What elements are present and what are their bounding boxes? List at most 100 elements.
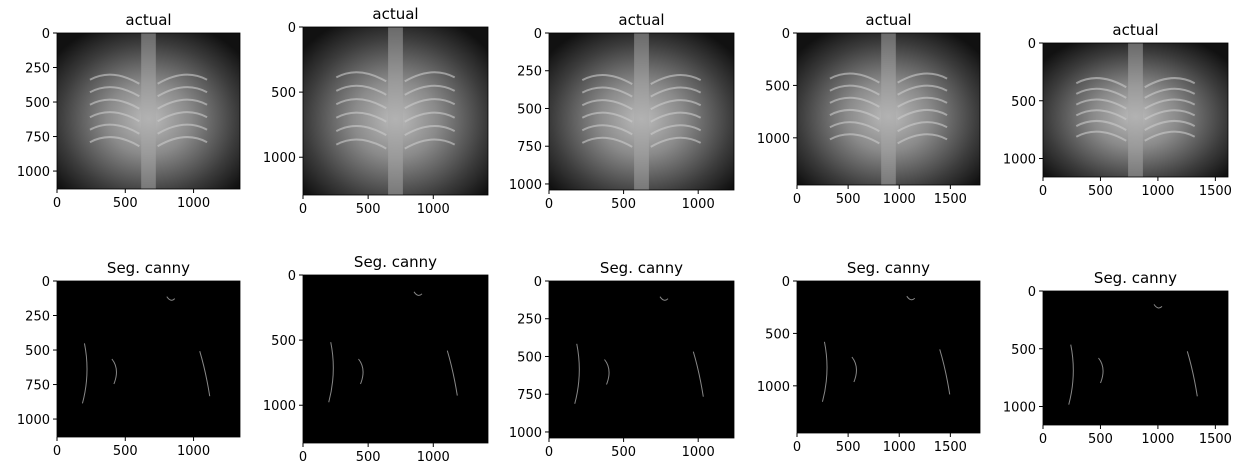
y-tick-label: 1000	[757, 380, 790, 395]
y-tick-label: 1000	[509, 426, 542, 441]
axes-frame	[796, 280, 981, 434]
subplot: actual 0 500 1000 1500 0 500 1000	[1003, 21, 1232, 199]
subplot-title: actual	[1112, 21, 1158, 39]
x-tick-label: 0	[53, 196, 61, 211]
edge-image	[303, 275, 488, 443]
x-tick-label: 1500	[1199, 432, 1232, 447]
spine	[141, 33, 156, 189]
y-tick-label: 0	[1028, 285, 1036, 300]
axes-frame	[548, 32, 735, 191]
y-tick-label: 1000	[17, 165, 50, 180]
x-tick-label: 0	[1039, 184, 1047, 199]
y-tick-label: 1000	[263, 151, 296, 166]
x-tick-label: 500	[836, 440, 861, 455]
rib	[335, 125, 456, 137]
y-tick-label: 1000	[1003, 153, 1036, 168]
edges	[81, 296, 211, 404]
y-tick-label: 750	[517, 140, 542, 155]
axes-frame	[1042, 290, 1229, 426]
subplot-title: actual	[125, 11, 171, 29]
edge-image	[549, 281, 734, 438]
x-tick-label: 500	[356, 202, 381, 217]
rib	[335, 84, 456, 96]
rib	[89, 123, 208, 135]
rib	[829, 72, 948, 84]
x-tick-label: 1500	[934, 192, 967, 207]
rib	[89, 73, 208, 85]
y-tick-label: 500	[765, 79, 790, 94]
subplot-title: actual	[372, 5, 418, 23]
rib	[581, 136, 702, 148]
y-tick-label: 1000	[1003, 401, 1036, 416]
x-tick-label: 1000	[177, 196, 210, 211]
y-tick-label: 500	[25, 344, 50, 359]
x-tick-label: 0	[793, 192, 801, 207]
rib	[89, 98, 208, 110]
subplot: Seg. canny 0 500 1000 0 500 1000	[263, 253, 489, 465]
rib	[89, 86, 208, 98]
rib	[581, 124, 702, 136]
rib	[581, 99, 702, 111]
subplot-title: Seg. canny	[107, 259, 190, 277]
y-tick-label: 0	[42, 275, 50, 290]
axes-frame	[302, 26, 489, 196]
x-tick-label: 500	[113, 196, 138, 211]
x-tick-label: 0	[299, 202, 307, 217]
edge-image	[797, 281, 980, 433]
y-tick-label: 0	[1028, 37, 1036, 52]
y-tick-label: 0	[534, 27, 542, 42]
edges	[821, 295, 951, 402]
y-tick-label: 750	[25, 379, 50, 394]
edge-image	[57, 281, 240, 437]
y-tick-label: 1000	[263, 399, 296, 414]
y-tick-label: 500	[1011, 343, 1036, 358]
rib	[829, 133, 948, 145]
x-tick-label: 500	[836, 192, 861, 207]
subplot-title: Seg. canny	[847, 259, 930, 277]
x-tick-label: 0	[299, 450, 307, 465]
x-tick-label: 1000	[883, 192, 916, 207]
y-tick-label: 750	[517, 388, 542, 403]
y-tick-label: 0	[782, 27, 790, 42]
axes-frame	[796, 32, 981, 186]
edge-image	[1043, 291, 1228, 425]
spine	[388, 27, 403, 195]
rib	[335, 138, 456, 150]
y-tick-label: 500	[517, 102, 542, 117]
y-tick-label: 0	[42, 27, 50, 42]
subplot-title: Seg. canny	[354, 253, 437, 271]
y-tick-label: 500	[765, 327, 790, 342]
x-tick-label: 1000	[177, 444, 210, 459]
rib	[1075, 109, 1196, 121]
x-tick-label: 500	[611, 445, 636, 460]
spine	[634, 33, 649, 190]
y-tick-label: 1000	[509, 178, 542, 193]
y-tick-label: 750	[25, 131, 50, 146]
y-tick-label: 500	[1011, 95, 1036, 110]
y-tick-label: 1000	[757, 132, 790, 147]
rib	[1075, 77, 1196, 89]
y-tick-label: 1000	[17, 413, 50, 428]
y-tick-label: 500	[271, 334, 296, 349]
subplot-title: Seg. canny	[600, 259, 683, 277]
x-tick-label: 0	[1039, 432, 1047, 447]
y-tick-label: 0	[288, 21, 296, 36]
subplot-title: actual	[865, 11, 911, 29]
rib	[335, 71, 456, 83]
axes-frame	[56, 32, 241, 190]
x-tick-label: 500	[113, 444, 138, 459]
subplot: Seg. canny 0 500 1000 1500 0 500 1000	[757, 259, 981, 455]
x-tick-label: 0	[545, 197, 553, 212]
axes-frame	[548, 280, 735, 439]
subplot-title: actual	[618, 11, 664, 29]
rib	[1075, 98, 1196, 110]
axes-frame	[302, 274, 489, 444]
x-tick-label: 1000	[1141, 184, 1174, 199]
y-tick-label: 500	[25, 96, 50, 111]
rib	[581, 74, 702, 85]
edges	[574, 296, 704, 404]
x-tick-label: 1500	[1199, 184, 1232, 199]
